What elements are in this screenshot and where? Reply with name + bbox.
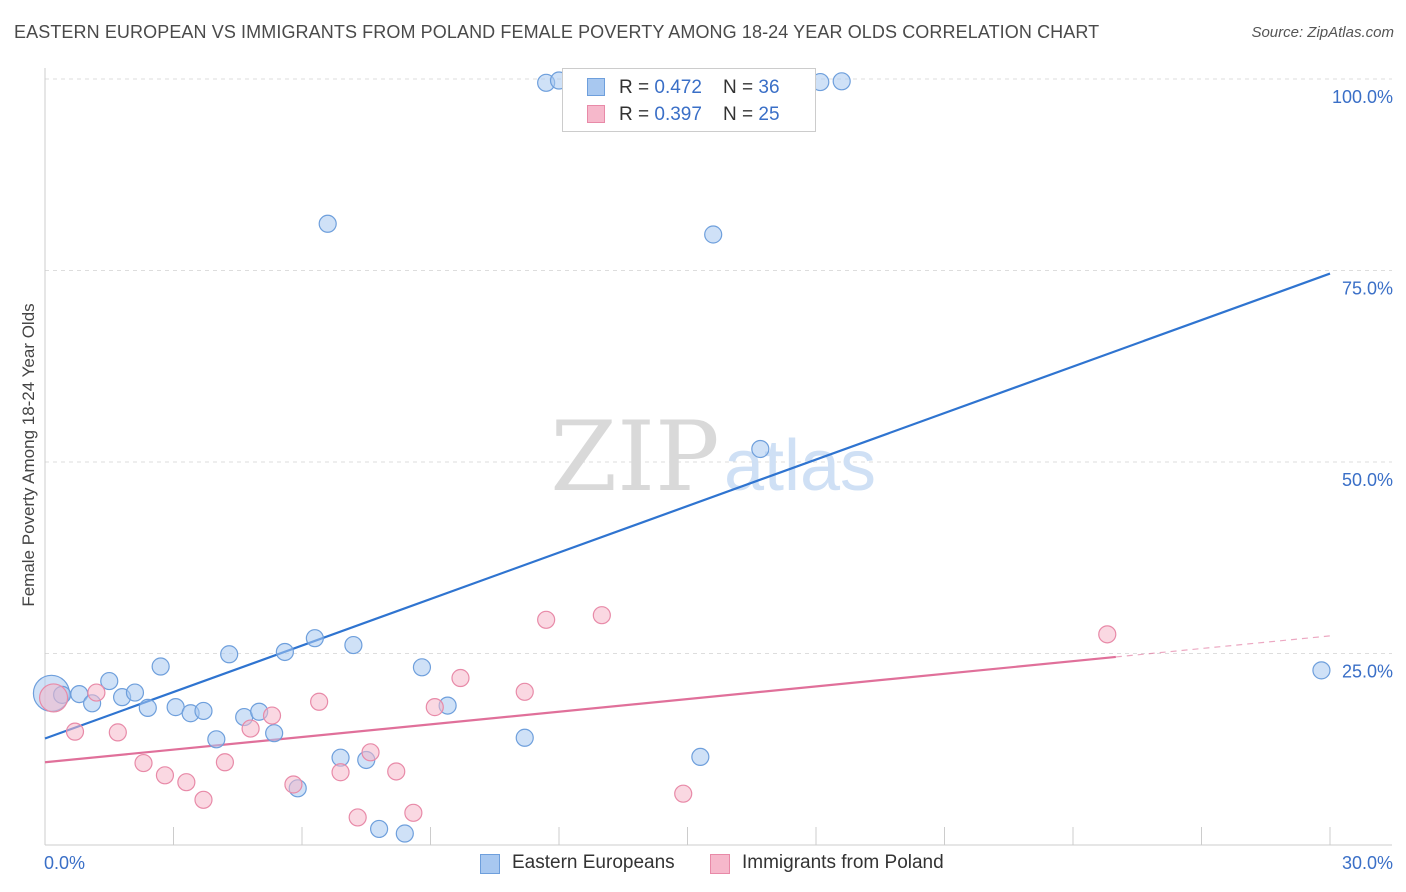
legend-label: Immigrants from Poland [742, 852, 944, 873]
gridlines [45, 78, 1392, 654]
tick-labels: 100.0% 75.0% 50.0% 25.0% 0.0% 30.0% [44, 87, 1393, 873]
x-tick-label: 30.0% [1342, 853, 1393, 873]
y-tick-label: 25.0% [1342, 662, 1393, 682]
poland-point [387, 762, 406, 781]
poland-point [38, 683, 69, 713]
r-label: R = [619, 104, 655, 125]
eastern-europeans-point [220, 645, 239, 664]
legend-label: Eastern Europeans [512, 852, 675, 873]
eastern-europeans-point [275, 642, 294, 662]
poland-point [177, 773, 196, 792]
poland-point [194, 790, 213, 809]
poland-point [361, 743, 380, 762]
poland-point [451, 668, 470, 688]
eastern-europeans-point [412, 658, 432, 677]
poland-point [87, 683, 106, 702]
pink-swatch [587, 105, 605, 123]
eastern-europeans-point [194, 701, 213, 721]
source-credit: Source: ZipAtlas.com [1251, 24, 1394, 41]
y-tick-label: 75.0% [1342, 279, 1393, 299]
eastern-europeans-point [832, 72, 851, 91]
n-label: N = [723, 104, 759, 125]
eastern-europeans-point [151, 657, 170, 676]
eastern-europeans-point [515, 728, 534, 747]
y-axis-label: Female Poverty Among 18-24 Year Olds [19, 303, 38, 606]
eastern-europeans-point [1312, 661, 1331, 680]
poland-point [537, 610, 556, 629]
eastern-europeans-point [138, 698, 157, 717]
poland-point [284, 775, 303, 794]
chart-title: EASTERN EUROPEAN VS IMMIGRANTS FROM POLA… [14, 22, 1100, 42]
poland-point [592, 606, 611, 625]
poland-point [515, 682, 534, 701]
poland-point [155, 766, 175, 785]
y-tick-label: 100.0% [1332, 87, 1393, 107]
eastern-europeans-point [344, 635, 363, 655]
poland-point [65, 722, 85, 741]
y-tick-label: 50.0% [1342, 470, 1393, 490]
data-points [32, 71, 1331, 843]
poland-point [134, 753, 153, 773]
poland-point [241, 719, 260, 738]
poland-point [310, 692, 329, 711]
blue-swatch [587, 78, 605, 96]
x-tick-label: 0.0% [44, 853, 85, 873]
n-value: 36 [758, 77, 780, 98]
eastern-europeans-point [318, 214, 337, 233]
r-value: 0.397 [654, 104, 702, 125]
trend-line-eastern-europeans [44, 272, 1331, 740]
stats-legend: R = 0.472 N = 36 R = 0.397 N = 25 [562, 68, 816, 132]
eastern-europeans-point [207, 730, 226, 749]
r-value: 0.472 [654, 77, 702, 98]
poland-point [404, 803, 423, 822]
n-value: 25 [758, 104, 780, 125]
poland-point [215, 753, 234, 772]
eastern-europeans-point [125, 683, 145, 702]
eastern-europeans-point [704, 225, 723, 244]
poland-point [1098, 625, 1117, 644]
trend-line-extension [1115, 635, 1331, 658]
poland-point [425, 698, 444, 717]
axes [44, 68, 1392, 846]
pink-swatch [710, 854, 730, 874]
trend-lines [44, 272, 1331, 764]
eastern-europeans-point [305, 629, 324, 648]
r-label: R = [619, 77, 655, 98]
n-label: N = [723, 77, 759, 98]
poland-point [348, 808, 367, 827]
eastern-europeans-point [100, 671, 119, 691]
eastern-europeans-point [370, 819, 389, 839]
eastern-europeans-point [395, 824, 414, 843]
eastern-europeans-point [691, 747, 710, 767]
poland-point [331, 763, 350, 782]
poland-point [108, 723, 127, 742]
poland-point [674, 784, 693, 803]
eastern-europeans-point [751, 439, 770, 459]
blue-swatch [480, 854, 500, 874]
poland-point [262, 706, 282, 725]
eastern-europeans-point [265, 724, 284, 743]
watermark-zip: ZIP [550, 401, 719, 513]
